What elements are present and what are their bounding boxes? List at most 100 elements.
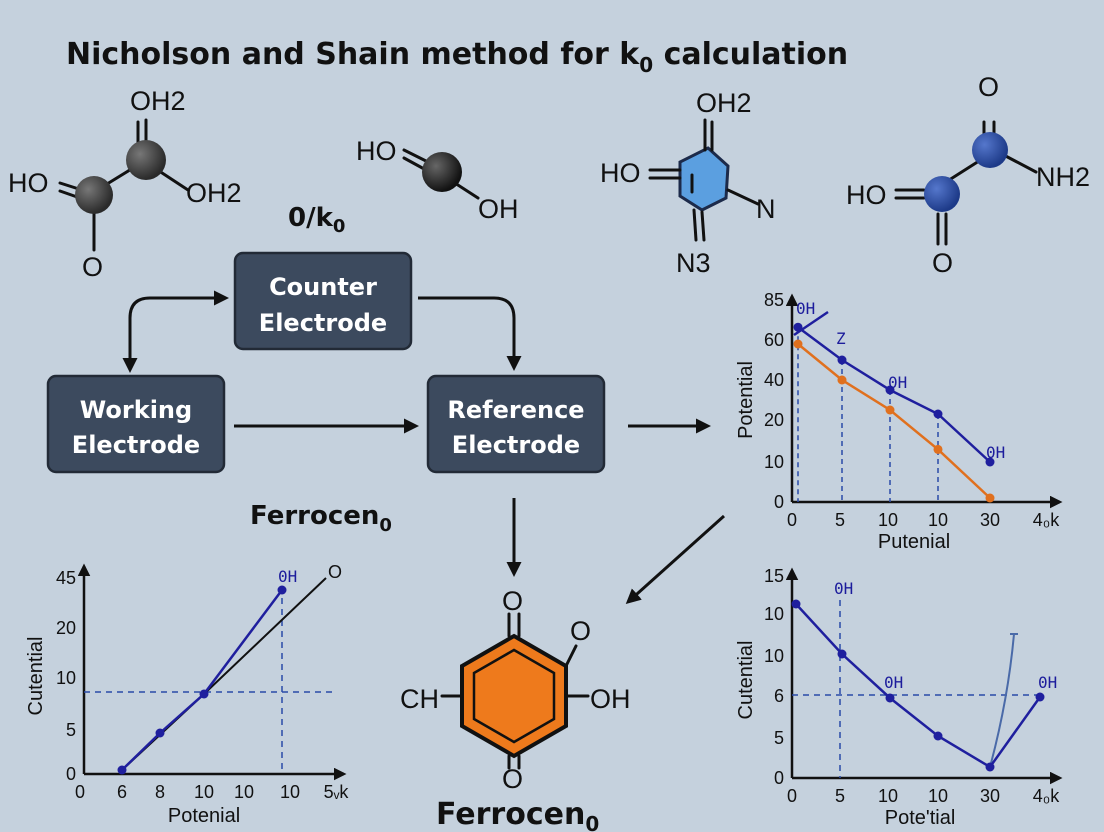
x-tick-label: 5 [835, 510, 845, 530]
annotation-label: 0H [834, 579, 853, 598]
y-tick-label: 15 [764, 566, 784, 586]
y-tick-label: 0 [774, 768, 784, 788]
y-tick-label: 5 [66, 720, 76, 740]
series-blue-line [795, 603, 1042, 769]
m3-right-label: N [756, 194, 776, 224]
x-tick-label: 30 [980, 786, 1000, 806]
x-axis-title: Pote'tial [885, 807, 956, 829]
molecule-2: HO OH [356, 136, 519, 224]
annotation-label: 0H [1038, 673, 1057, 692]
x-axis-title: Potenial [168, 805, 240, 827]
x-tick-label: 4₀k [1033, 786, 1060, 806]
series-blue-point [155, 728, 165, 738]
annotation-label: 0H [888, 373, 907, 392]
m4-right-label: NH2 [1036, 162, 1090, 192]
y-tick-label: 20 [56, 618, 76, 638]
series-blue-point [117, 765, 127, 775]
y-tick-label: 5 [774, 728, 784, 748]
x-tick-label: 10 [878, 786, 898, 806]
ratio-label: 0/k0 [288, 203, 345, 237]
x-tick-label: 0 [787, 510, 797, 530]
m1-bottom-label: O [82, 252, 103, 282]
arrow-chart-to-ferrocene [625, 514, 726, 605]
series-orange-point [933, 444, 943, 454]
x-tick-label: 5ᵥk [324, 782, 350, 802]
annotation-label: 0H [884, 673, 903, 692]
series-orange-point [885, 405, 895, 415]
molecule-4: O HO NH2 O [846, 72, 1090, 278]
svg-text:Working: Working [80, 396, 192, 424]
y-tick-label: 10 [764, 646, 784, 666]
y-tick-label: 0 [774, 492, 784, 512]
m5-top-label: O [502, 586, 523, 616]
chart-bottom-left: 0 6 8 10 10 10 5ᵥk 0 5 10 20 45 Potenial Cutential 0H O [25, 562, 349, 827]
annotation-label: 0H [796, 299, 815, 318]
series-blue-point [199, 689, 209, 699]
molecule-1: OH2 HO OH2 O [8, 86, 242, 282]
x-tick-label: 10 [928, 786, 948, 806]
series-blue-point [885, 693, 895, 703]
y-tick-label: 10 [764, 452, 784, 472]
m3-left-label: HO [600, 158, 641, 188]
series-blue-line [797, 326, 991, 463]
m4-bottom-label: O [932, 248, 953, 278]
ferrocene-label-middle: Ferrocen0 [250, 501, 392, 536]
y-tick-label: 85 [764, 290, 784, 310]
series-blue-lead [793, 310, 829, 337]
y-tick-label: 60 [764, 330, 784, 350]
m4-top-label: O [978, 72, 999, 102]
nitrogen-atom-icon [972, 132, 1008, 168]
y-axis-title: Cutential [735, 641, 757, 720]
svg-text:Electrode: Electrode [72, 431, 200, 459]
counter-electrode-box: Counter Electrode [233, 251, 413, 351]
nitrogen-atom-icon [924, 176, 960, 212]
m3-bottom-label: N3 [676, 248, 711, 278]
x-tick-label: 4₀k [1033, 510, 1060, 530]
carbon-atom-icon [75, 176, 113, 214]
m4-left-label: HO [846, 180, 887, 210]
x-tick-label: 10 [194, 782, 214, 802]
series-blue-point [933, 731, 943, 741]
series-blue-point [837, 355, 847, 365]
molecule-5: O O CH OH O [400, 586, 631, 794]
ferrocene-label-bottom: Ferrocen0 [436, 797, 599, 832]
m2-right-label: OH [478, 194, 519, 224]
y-tick-label: 45 [56, 568, 76, 588]
series-blue-point [985, 762, 995, 772]
working-electrode-box: Working Electrode [46, 374, 226, 474]
series-orange-point [837, 375, 847, 385]
svg-text:Electrode: Electrode [452, 431, 580, 459]
m1-top-label: OH2 [130, 86, 186, 116]
x-tick-label: 10 [280, 782, 300, 802]
y-tick-label: 6 [774, 686, 784, 706]
x-axis-title: Putenial [878, 531, 950, 553]
series-blue-point [1035, 692, 1045, 702]
x-tick-label: 8 [155, 782, 165, 802]
annotation-label: 0H [278, 567, 297, 586]
series-blue-line [121, 589, 283, 771]
y-axis-title: Cutential [25, 637, 47, 716]
series-orange-point [985, 493, 995, 503]
m3-top-label: OH2 [696, 88, 752, 118]
x-tick-label: 6 [117, 782, 127, 802]
series-blue-point [885, 385, 895, 395]
y-tick-label: 10 [56, 668, 76, 688]
series-orange-point [793, 339, 803, 349]
m5-left-label: CH [400, 684, 439, 714]
m2-left-label: HO [356, 136, 397, 166]
chart-top-right: 0 5 10 10 30 4₀k 0 10 20 40 60 85 Putenial Potential 0… [735, 290, 1063, 553]
x-tick-label: 0 [787, 786, 797, 806]
carbon-atom-icon [126, 140, 166, 180]
m1-left-label: HO [8, 168, 49, 198]
carbon-atom-icon [422, 152, 462, 192]
x-tick-label: 0 [75, 782, 85, 802]
annotation-label: 0H [986, 443, 1005, 462]
series-blue-point [985, 457, 995, 467]
x-tick-label: 30 [980, 510, 1000, 530]
arrow-working-to-counter [122, 290, 229, 373]
svg-text:Electrode: Electrode [259, 309, 387, 337]
annotation-label: Z [836, 329, 846, 348]
series-blue-point [791, 599, 801, 609]
svg-text:Reference: Reference [447, 396, 584, 424]
